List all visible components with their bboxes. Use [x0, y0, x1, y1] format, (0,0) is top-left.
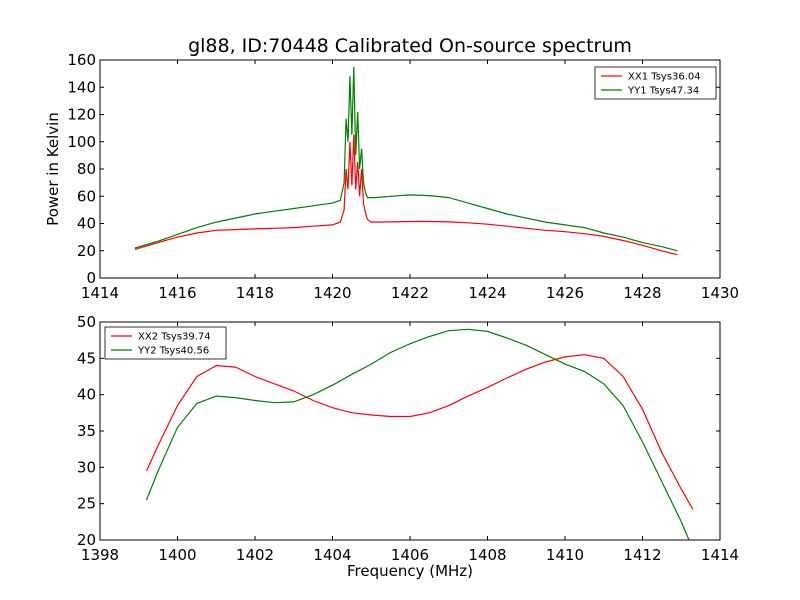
y-tick-label: 20: [77, 242, 96, 260]
x-tick-label: 1408: [468, 546, 506, 564]
y-tick-label: 120: [67, 106, 96, 124]
series-line-1-1: [134, 134, 678, 256]
y-tick-label: 100: [67, 133, 96, 151]
plot-panel-2: 1398 1400 1402 1404 1406 1408 1410 1412 1414 20 25…: [77, 313, 739, 580]
x-tick-label: 1414: [701, 546, 739, 564]
x-tick-label: 1424: [468, 284, 506, 302]
x-tick-label: 1400: [158, 546, 196, 564]
legend-box: [104, 326, 227, 360]
y-tick-label: 30: [77, 458, 96, 476]
legend: XX1 Tsys36.04 YY1 Tsys47.34: [594, 66, 717, 100]
legend-entry: YY2 Tsys40.56: [137, 346, 209, 357]
series-line-1-2: [134, 66, 678, 252]
y-tick-label: 20: [77, 531, 96, 549]
x-tick-label: 1420: [313, 284, 351, 302]
legend: XX2 Tsys39.74 YY2 Tsys40.56: [104, 326, 227, 360]
x-tick-label: 1406: [391, 546, 429, 564]
chart-title: gl88, ID:70448 Calibrated On-source spec…: [188, 35, 632, 57]
y-tick-label: 45: [77, 349, 96, 367]
y-tick-label: 35: [77, 422, 96, 440]
x-tick-label: 1426: [546, 284, 584, 302]
y-tick-label: 40: [77, 215, 96, 233]
y-tick-label: 40: [77, 386, 96, 404]
y-tick-label: 160: [67, 51, 96, 69]
x-tick-label: 1418: [236, 284, 274, 302]
x-tick-label: 1422: [391, 284, 429, 302]
series-line-2-2: [145, 328, 690, 540]
y-tick-label: 140: [67, 78, 96, 96]
x-tick-label: 1410: [546, 546, 584, 564]
x-tick-label: 1412: [623, 546, 661, 564]
x-tick-label: 1416: [158, 284, 196, 302]
y-tick-label: 25: [77, 495, 96, 513]
plot-panel-1: 1414 1416 1418 1420 1422 1424 1426 1428 1430 0 20 4…: [44, 35, 739, 302]
x-tick-label: 1430: [701, 284, 739, 302]
x-tick-label: 1404: [313, 546, 351, 564]
y-tick-label: 0: [86, 269, 96, 287]
y-tick-label: 60: [77, 187, 96, 205]
legend-box: [594, 66, 717, 100]
x-tick-label: 1414: [81, 284, 119, 302]
x-tick-label: 1428: [623, 284, 661, 302]
x-tick-label: 1402: [236, 546, 274, 564]
series-line-2-1: [145, 354, 694, 510]
legend-entry: XX1 Tsys36.04: [628, 72, 701, 83]
y-tick-label: 80: [77, 160, 96, 178]
y-axis-label: Power in Kelvin: [44, 112, 62, 226]
legend-entry: YY1 Tsys47.34: [627, 86, 699, 97]
y-tick-label: 50: [77, 313, 96, 331]
x-axis-label: Frequency (MHz): [347, 562, 473, 580]
legend-entry: XX2 Tsys39.74: [138, 332, 211, 343]
x-tick-label: 1398: [81, 546, 119, 564]
